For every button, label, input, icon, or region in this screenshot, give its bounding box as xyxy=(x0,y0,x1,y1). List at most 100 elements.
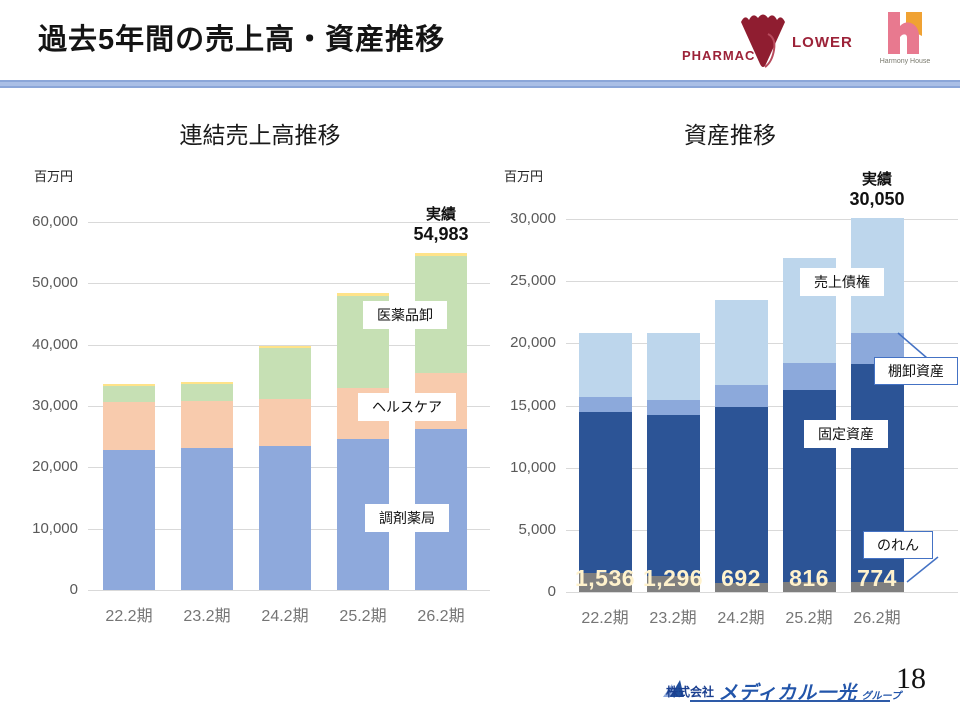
y-axis-tick-label: 25,000 xyxy=(510,272,556,290)
gridline xyxy=(88,283,490,285)
series-label-box: ヘルスケア xyxy=(358,393,456,421)
y-axis-tick-label: 50,000 xyxy=(32,274,78,292)
segment-value-label: 816 xyxy=(789,565,829,591)
x-axis-category-label: 24.2期 xyxy=(261,608,309,625)
result-value: 54,983 xyxy=(413,223,469,244)
bar-segment xyxy=(259,446,311,590)
harmony-house-logo: Harmony House xyxy=(868,10,942,70)
company-suffix: グループ xyxy=(861,691,901,702)
company-name: 株式会社 メディカル一光 グループ xyxy=(666,678,901,705)
series-label-box: のれん xyxy=(863,531,933,559)
segment-value-label: 1,536 xyxy=(574,565,636,591)
bar-segment xyxy=(181,448,233,590)
title-divider xyxy=(0,80,960,88)
y-axis-tick-label: 15,000 xyxy=(510,396,556,414)
x-axis-category-label: 23.2期 xyxy=(183,608,231,625)
gridline xyxy=(88,222,490,223)
series-label-box: 売上債権 xyxy=(800,268,884,296)
bar-segment xyxy=(782,362,836,390)
bar-segment xyxy=(714,406,768,584)
harmony-house-h-icon xyxy=(888,12,922,54)
y-axis-tick-label: 20,000 xyxy=(32,458,78,476)
chart-title-assets: 資産推移 xyxy=(684,122,776,148)
bar-segment xyxy=(714,384,768,407)
y-axis-tick-label: 30,000 xyxy=(510,210,556,227)
bar-segment xyxy=(259,345,311,348)
result-label: 実績 54,983 xyxy=(413,203,468,245)
gridline xyxy=(566,219,958,220)
gridline xyxy=(566,592,958,593)
bar-segment xyxy=(578,396,632,412)
y-axis-tick-label: 10,000 xyxy=(32,519,78,537)
inventory-callout-line xyxy=(897,332,928,359)
bar-segment xyxy=(259,399,311,447)
assets-trend-chart: 資産推移 百万円 0 5,000 10,000 15,000 20,000 25,000 3… xyxy=(500,112,960,642)
x-axis-category-label: 23.2期 xyxy=(649,610,697,627)
bar-segment xyxy=(181,381,233,384)
bar-segment xyxy=(850,582,904,592)
bar-segment xyxy=(181,383,233,402)
bar-segment xyxy=(646,333,700,400)
x-axis-category-label: 22.2期 xyxy=(581,610,629,627)
sales-trend-chart: 連結売上高推移 百万円 0 10,000 20,000 30,000 40,000 50,… xyxy=(30,112,490,642)
series-label-box: 医薬品卸 xyxy=(363,301,447,329)
y-axis-tick-label: 0 xyxy=(69,581,78,598)
series-label-box: 棚卸資産 xyxy=(874,357,958,385)
segment-value-label: 1,296 xyxy=(642,565,704,591)
chart-title-sales: 連結売上高推移 xyxy=(179,122,341,148)
company-triangles-icon xyxy=(663,680,684,697)
y-axis-tick-label: 30,000 xyxy=(32,397,78,414)
bar-segment xyxy=(578,572,632,592)
result-caption: 実績 xyxy=(861,171,892,189)
company-prefix: 株式会社 xyxy=(666,685,715,699)
y-axis-tick-label: 10,000 xyxy=(510,458,556,476)
bar-segment xyxy=(646,399,700,415)
series-label-box: 固定資産 xyxy=(804,420,888,448)
harmony-house-text: Harmony House xyxy=(879,58,931,65)
bar-segment xyxy=(103,450,155,590)
y-axis-tick-label: 40,000 xyxy=(32,335,78,353)
page-number: 18 xyxy=(896,662,926,695)
bar-segment xyxy=(578,411,632,573)
y-axis-tick-label: 0 xyxy=(547,583,556,600)
flower-text: LOWER xyxy=(792,34,853,51)
segment-value-label: 774 xyxy=(857,565,897,591)
tulip-flower-icon xyxy=(741,14,785,68)
y-axis-tick-label: 20,000 xyxy=(510,334,556,352)
bar-segment xyxy=(578,332,632,397)
gridline xyxy=(566,281,958,283)
gridline xyxy=(88,344,490,346)
bar-segment xyxy=(103,385,155,403)
bar-segment xyxy=(646,414,700,576)
company-logo-underline xyxy=(690,700,890,702)
segment-value-label: 692 xyxy=(721,565,761,591)
bar-segment xyxy=(181,401,233,449)
assets-plot-area: 0 5,000 10,000 15,000 20,000 25,000 30,000 1,53… xyxy=(500,112,960,642)
company-footer-logo: 株式会社 メディカル一光 グループ xyxy=(660,664,940,708)
result-caption: 実績 xyxy=(425,205,456,223)
result-value: 30,050 xyxy=(849,189,905,210)
bar-segment xyxy=(415,252,467,256)
bar-segment xyxy=(103,402,155,451)
annotation-callout-lines xyxy=(897,332,939,583)
x-axis-category-label: 26.2期 xyxy=(417,608,465,625)
unit-label-assets: 百万円 xyxy=(504,169,544,184)
x-axis-category-label: 26.2期 xyxy=(853,610,901,627)
bar-segment xyxy=(714,583,768,592)
x-axis-category-label: 25.2期 xyxy=(785,610,833,627)
bar-segment xyxy=(103,383,155,386)
bar-segment xyxy=(646,575,700,592)
company-main: メディカル一光 xyxy=(718,683,858,704)
sales-plot-area: 0 10,000 20,000 30,000 40,000 50,000 60,000 22.… xyxy=(30,112,490,642)
page-title: 過去5年間の売上高・資産推移 xyxy=(38,24,446,56)
unit-label-sales: 百万円 xyxy=(34,169,74,184)
x-axis-category-label: 22.2期 xyxy=(105,608,153,625)
goodwill-callout-line xyxy=(906,556,939,583)
bar-segment xyxy=(714,300,768,385)
x-axis-category-label: 24.2期 xyxy=(717,610,765,627)
y-axis-tick-label: 60,000 xyxy=(32,213,78,230)
pharmacy-flower-logo: PHARMAC LOWER xyxy=(676,8,852,72)
y-axis-tick-label: 5,000 xyxy=(518,520,556,538)
pharmac-text: PHARMAC xyxy=(682,48,756,63)
